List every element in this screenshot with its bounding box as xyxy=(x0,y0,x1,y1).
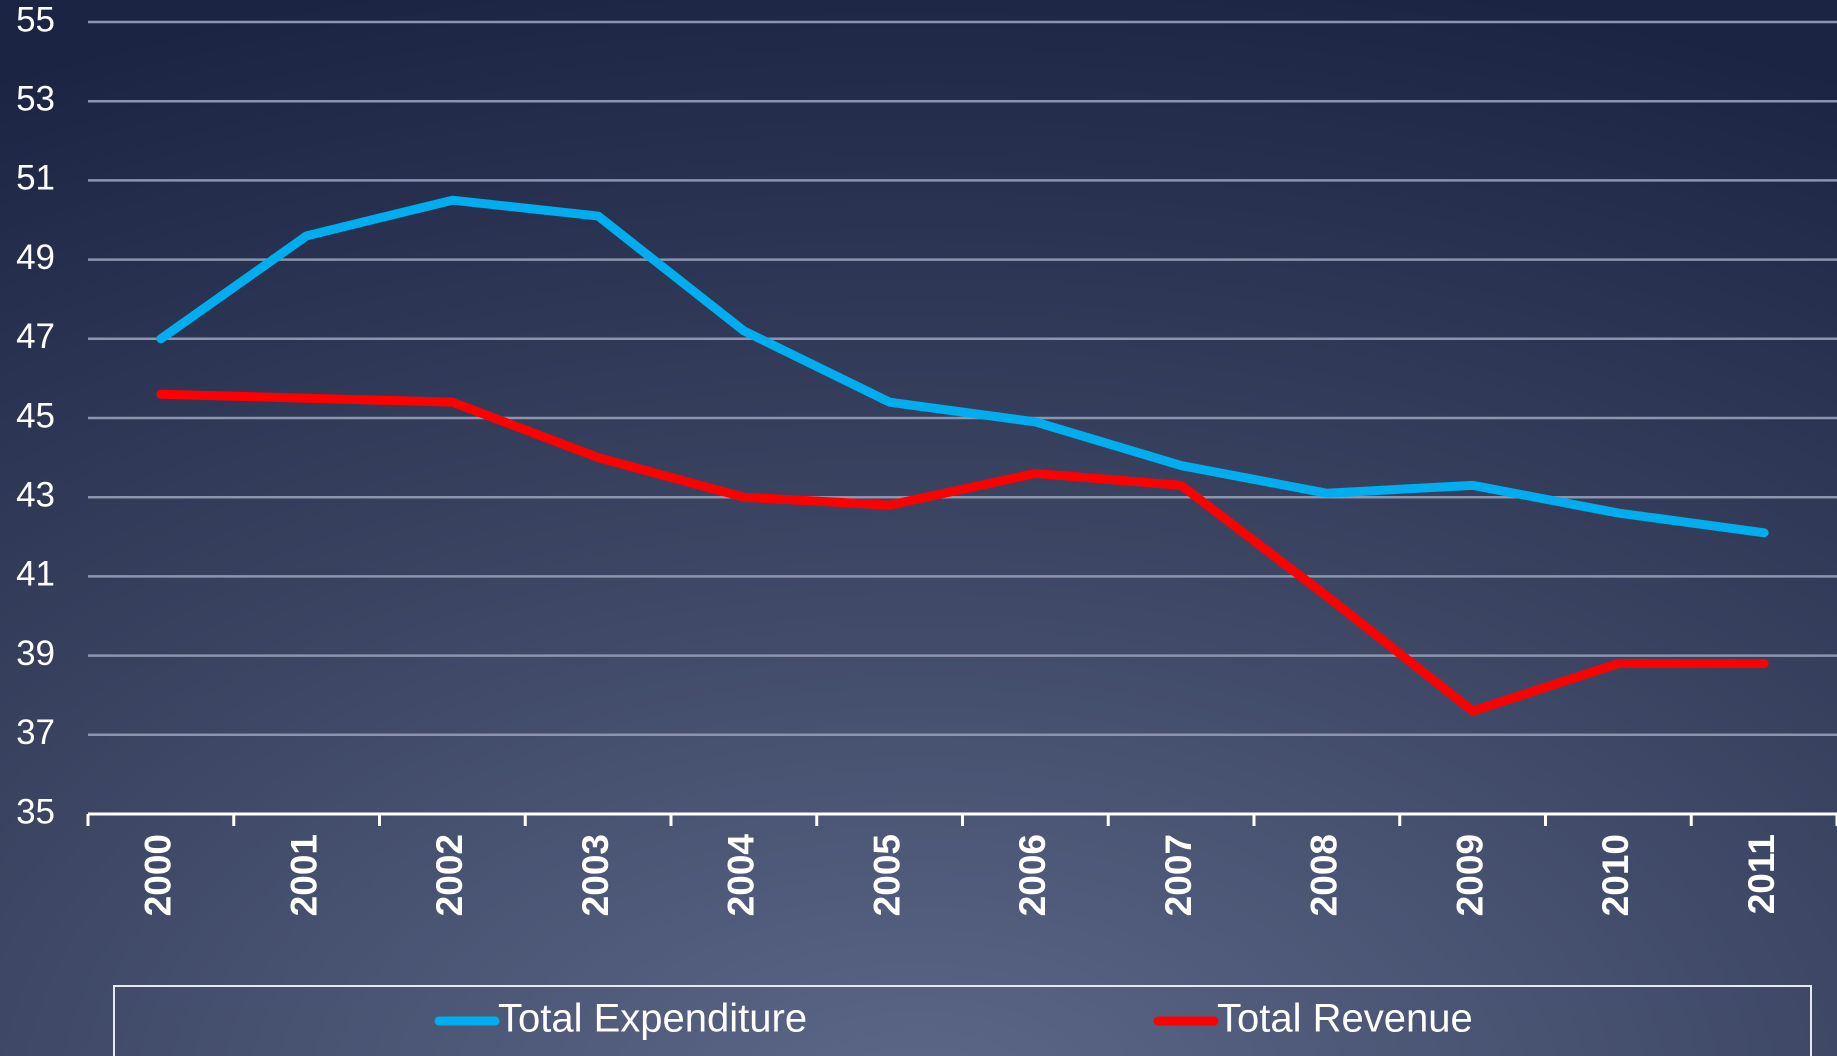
x-tick-label: 2004 xyxy=(721,834,762,917)
x-tick-label: 2009 xyxy=(1449,834,1490,916)
y-tick-label: 43 xyxy=(16,475,55,514)
x-tick-label: 2005 xyxy=(866,834,907,916)
x-tick-label: 2000 xyxy=(138,834,179,916)
series-line xyxy=(156,389,1769,716)
y-tick-label: 53 xyxy=(16,79,55,118)
y-tick-label: 37 xyxy=(16,713,55,752)
x-tick-label: 2007 xyxy=(1158,834,1199,916)
y-tick-label: 41 xyxy=(16,555,55,594)
y-tick-label: 51 xyxy=(16,159,55,198)
y-tick-label: 47 xyxy=(16,317,55,356)
y-tick-label: 55 xyxy=(16,0,55,39)
x-tick-label: 2010 xyxy=(1595,834,1636,916)
legend-label: Total Revenue xyxy=(1217,997,1473,1041)
y-tick-label: 49 xyxy=(16,238,55,277)
legend-box xyxy=(113,985,1812,1056)
x-tick-label: 2011 xyxy=(1741,834,1782,914)
series-line xyxy=(156,195,1769,538)
y-tick-label: 39 xyxy=(16,634,55,673)
x-tick-label: 2006 xyxy=(1012,834,1053,916)
x-tick-label: 2002 xyxy=(429,834,470,916)
y-tick-label: 35 xyxy=(16,792,55,831)
x-tick-label: 2001 xyxy=(283,834,324,916)
x-tick-label: 2003 xyxy=(575,834,616,916)
legend-label: Total Expenditure xyxy=(498,997,807,1041)
x-tick-label: 2008 xyxy=(1304,834,1345,916)
y-tick-label: 45 xyxy=(16,396,55,435)
